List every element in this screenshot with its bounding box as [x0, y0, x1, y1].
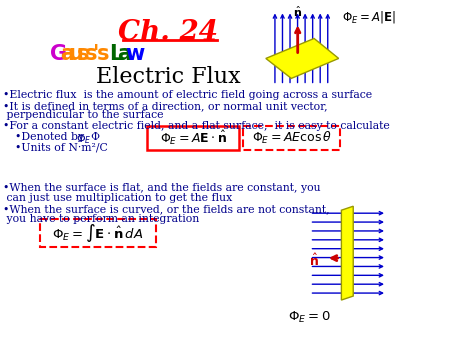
Text: •Units of N·m²/C: •Units of N·m²/C [15, 142, 108, 152]
FancyBboxPatch shape [243, 126, 341, 150]
Text: •Denoted by  Φ: •Denoted by Φ [15, 132, 100, 142]
FancyBboxPatch shape [40, 219, 156, 247]
Polygon shape [266, 39, 339, 78]
Text: s: s [76, 45, 89, 65]
Text: •When the surface is flat, and the fields are constant, you: •When the surface is flat, and the field… [3, 183, 320, 193]
Text: Electric Flux: Electric Flux [96, 67, 241, 89]
Polygon shape [342, 206, 353, 300]
Text: •For a constant electric field, and a flat surface,  it is easy to calculate: •For a constant electric field, and a fl… [3, 121, 390, 131]
Text: can just use multiplication to get the flux: can just use multiplication to get the f… [3, 193, 232, 203]
FancyBboxPatch shape [147, 126, 239, 150]
Text: a: a [117, 45, 131, 65]
Text: u: u [68, 45, 83, 65]
Text: perpendicular to the surface: perpendicular to the surface [3, 110, 163, 120]
Text: s: s [96, 45, 109, 65]
Text: G: G [50, 45, 67, 65]
Text: $\Phi_E = AE\cos\theta$: $\Phi_E = AE\cos\theta$ [252, 130, 332, 146]
Text: $\Phi_E = \int \mathbf{E}\cdot\hat{\mathbf{n}}\,dA$: $\Phi_E = \int \mathbf{E}\cdot\hat{\math… [52, 222, 144, 244]
Text: you have to perform an integration: you have to perform an integration [3, 214, 199, 224]
Text: $\Phi_E = 0$: $\Phi_E = 0$ [288, 310, 330, 325]
Text: •It is defined in terms of a direction, or normal unit vector,: •It is defined in terms of a direction, … [3, 101, 327, 111]
Text: s: s [85, 45, 97, 65]
Text: $\Phi_E = A|\mathbf{E}|$: $\Phi_E = A|\mathbf{E}|$ [342, 8, 396, 25]
Text: $\hat{\mathbf{n}}$: $\hat{\mathbf{n}}$ [293, 4, 302, 19]
Text: ': ' [93, 45, 99, 65]
Text: a: a [60, 45, 74, 65]
Text: L: L [109, 45, 122, 65]
Text: Ch. 24: Ch. 24 [118, 19, 218, 46]
Text: $\Phi_E = A\mathbf{E}\cdot\hat{\mathbf{n}}$: $\Phi_E = A\mathbf{E}\cdot\hat{\mathbf{n… [159, 129, 226, 147]
Text: $\Phi_E$: $\Phi_E$ [76, 132, 92, 146]
Text: w: w [126, 45, 145, 65]
Text: $\hat{\mathbf{n}}$: $\hat{\mathbf{n}}$ [309, 253, 319, 269]
Text: •When the surface is curved, or the fields are not constant,: •When the surface is curved, or the fiel… [3, 204, 329, 214]
Text: •Electric flux  is the amount of electric field going across a surface: •Electric flux is the amount of electric… [3, 90, 372, 100]
